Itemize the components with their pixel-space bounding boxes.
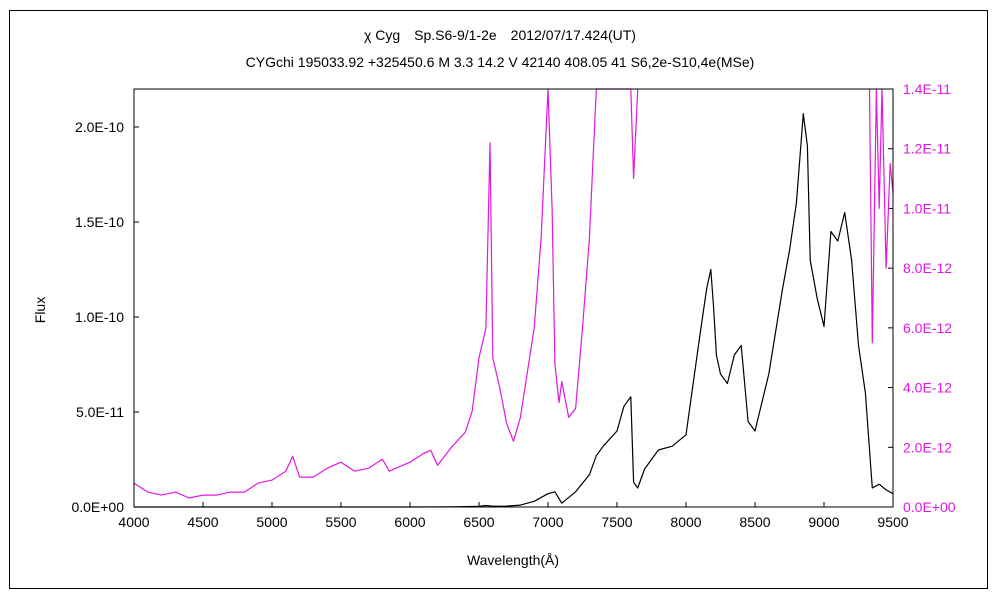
y2-tick-label: 8.0E-12 xyxy=(903,260,952,276)
chart-title: χ Cyg Sp.S6-9/1-2e 2012/07/17.424(UT) xyxy=(364,27,636,43)
y2-tick-label: 0.0E+00 xyxy=(903,499,956,515)
y-tick-label: 2.0E-10 xyxy=(75,119,124,135)
black-series-line xyxy=(134,113,894,508)
x-tick-label: 7000 xyxy=(532,514,563,530)
chart-subtitle: CYGchi 195033.92 +325450.6 M 3.3 14.2 V … xyxy=(246,54,755,70)
y-axis-label: Flux xyxy=(32,297,48,323)
y-axis-ticks: 0.0E+00 5.0E-11 1.0E-10 1.5E-10 2.0E-10 xyxy=(71,119,139,515)
series-layer xyxy=(133,88,894,508)
x-axis-label: Wavelength(Å) xyxy=(467,552,559,568)
x-tick-label: 6500 xyxy=(463,514,494,530)
y-tick-label: 5.0E-11 xyxy=(76,404,124,420)
y2-tick-label: 6.0E-12 xyxy=(903,320,952,336)
x-tick-label: 4500 xyxy=(187,514,218,530)
y2-tick-label: 1.2E-11 xyxy=(903,141,951,157)
y-tick-label: 1.5E-10 xyxy=(75,214,124,230)
y-tick-label: 0.0E+00 xyxy=(71,499,124,515)
x-tick-label: 5000 xyxy=(256,514,287,530)
x-axis-ticks: 4000 4500 5000 5500 6000 6500 7000 7500 8000 8500… xyxy=(118,502,909,530)
y2-tick-label: 1.4E-11 xyxy=(903,81,951,97)
y2-tick-label: 2.0E-12 xyxy=(903,439,952,455)
x-tick-label: 7500 xyxy=(601,514,632,530)
x-tick-label: 8000 xyxy=(670,514,701,530)
chart-frame xyxy=(9,10,988,589)
y-tick-label: 1.0E-10 xyxy=(75,309,124,325)
y2-tick-label: 1.0E-11 xyxy=(903,200,951,216)
plot-area xyxy=(133,88,894,508)
x-tick-label: 9000 xyxy=(808,514,839,530)
x-tick-label: 8500 xyxy=(739,514,770,530)
y2-tick-label: 4.0E-12 xyxy=(903,380,952,396)
magenta-series-line-tail xyxy=(868,88,894,344)
x-tick-label: 6000 xyxy=(394,514,425,530)
x-tick-label: 5500 xyxy=(325,514,356,530)
x-tick-label: 9500 xyxy=(877,514,908,530)
x-tick-label: 4000 xyxy=(118,514,149,530)
y2-axis-ticks: 0.0E+00 2.0E-12 4.0E-12 6.0E-12 8.0E-12 1.0E-… xyxy=(888,81,956,515)
magenta-series-line xyxy=(133,88,639,499)
